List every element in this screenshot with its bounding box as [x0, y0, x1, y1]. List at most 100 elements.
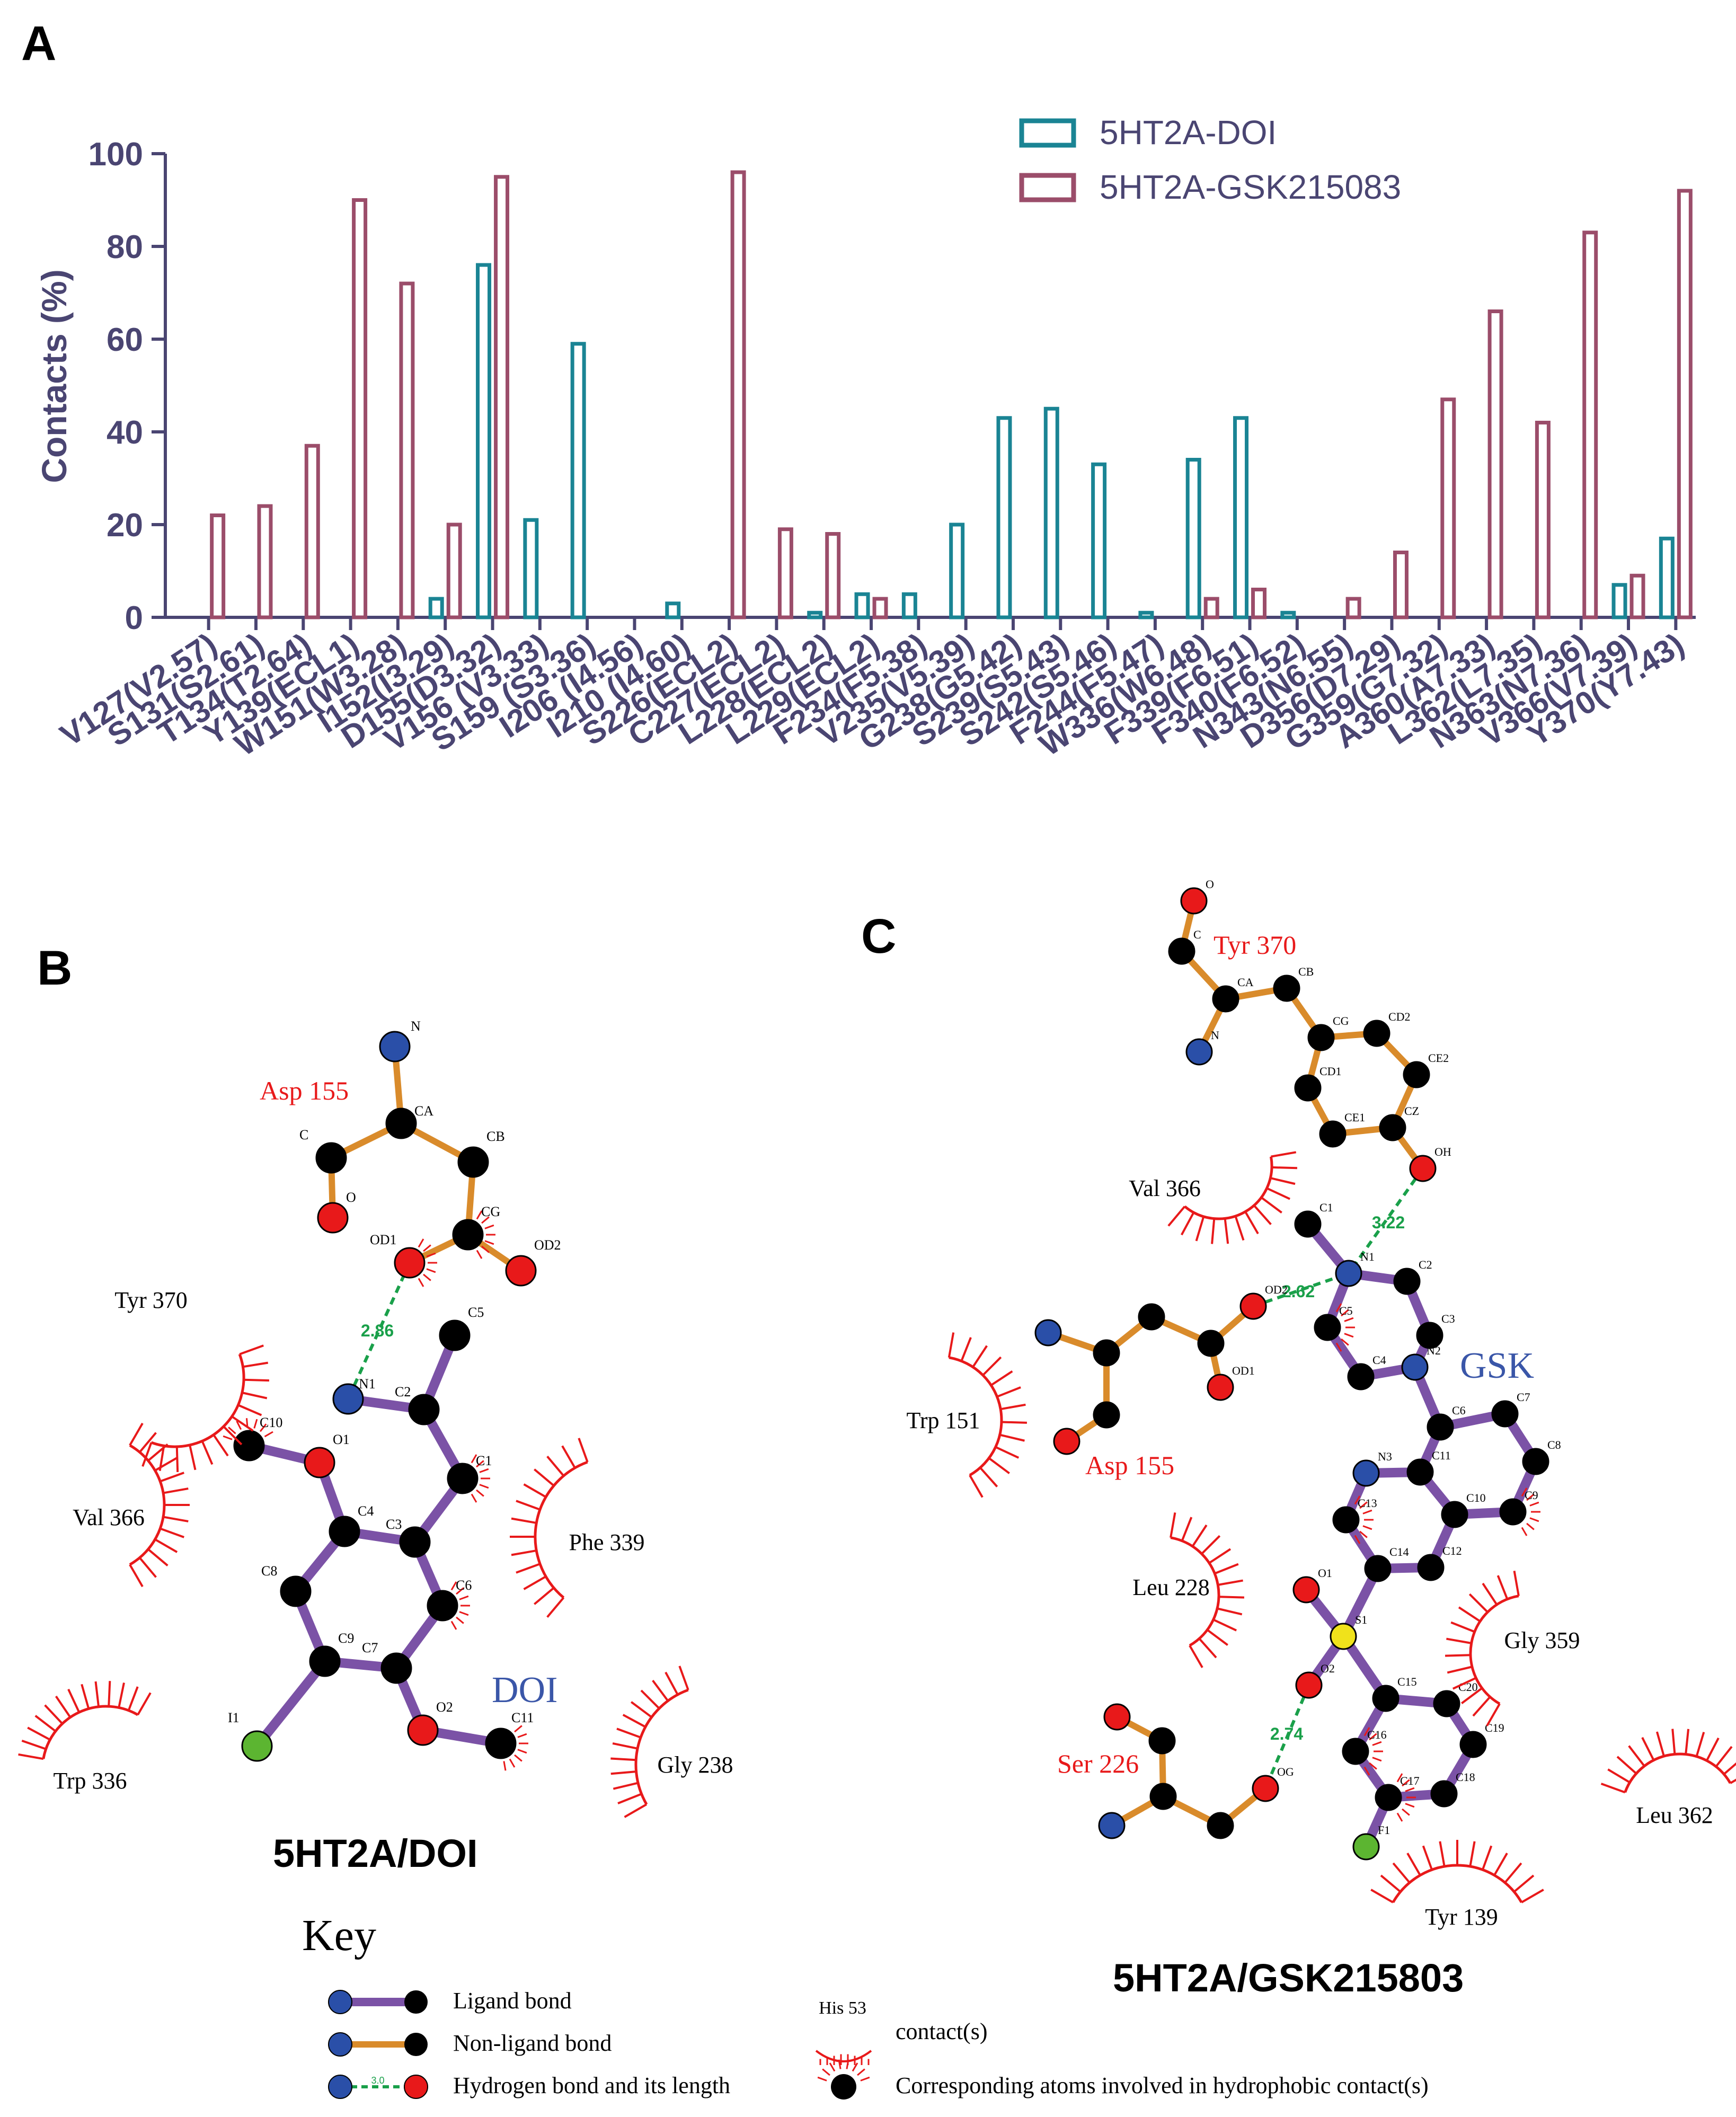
- atom-i1: [241, 1730, 273, 1762]
- hydrophobic-spike: [456, 1587, 464, 1595]
- hydrophobic-spike: [846, 2059, 849, 2069]
- atom-c: [315, 1142, 347, 1174]
- key-hbond-atom1: [328, 2075, 352, 2099]
- atom-label-c13: C13: [1358, 1496, 1377, 1510]
- atom-c8: [280, 1575, 312, 1607]
- atom-tyr-cg: [1307, 1024, 1335, 1051]
- atom-label-c7: C7: [1517, 1390, 1530, 1404]
- bar-5ht2a-doi-v235-v5-39: [949, 522, 965, 619]
- hydrophobic-spike: [456, 1616, 464, 1624]
- doi-atom-labels: N CA C CB O CG OD1 OD2 C5 N1 C2 C10 O1 C1 C4 C3 C8 C6 C9 C7…: [228, 1018, 561, 1725]
- atom-tyr-ce1: [1319, 1120, 1347, 1148]
- key-hbond-atom2: [404, 2075, 428, 2099]
- atom-asp-cg: [1197, 1330, 1225, 1357]
- atom-tyr-o: [1180, 887, 1208, 915]
- atom-label-cd2: CD2: [1388, 1010, 1411, 1023]
- atom-label-c5: C5: [468, 1305, 484, 1320]
- atom-label-n3: N3: [1378, 1450, 1392, 1463]
- atom-label-c9: C9: [338, 1631, 354, 1646]
- doi-atoms: [233, 1031, 537, 1762]
- atom-ser-n: [1098, 1812, 1126, 1839]
- panel-label-b: B: [37, 941, 73, 995]
- hydrophobic-spike: [1344, 1317, 1354, 1322]
- key-hydrophobic-atom: [831, 2074, 856, 2100]
- hydrophobic-spike: [1405, 1803, 1415, 1808]
- hydrophobic-spike: [1402, 1779, 1410, 1787]
- atom-label-ca: CA: [1237, 976, 1254, 989]
- atom-label-od1: OD1: [1232, 1364, 1255, 1377]
- bar-5ht2a-doi-s159-s3-36: [570, 342, 586, 619]
- y-axis-label: Contacts (%): [34, 269, 74, 483]
- hbond-o2-ser-og: [1264, 1684, 1310, 1790]
- atom-c6: [1427, 1413, 1454, 1441]
- contact-arc-val-366: [1167, 1151, 1297, 1244]
- hydrophobic-spike: [228, 1427, 236, 1434]
- bar-5ht2a-gsk215083-y370-y7-43: [1677, 189, 1693, 619]
- hydrophobic-spike: [1396, 1812, 1403, 1822]
- y-tick-label: 80: [107, 229, 143, 265]
- atom-label-c2: C2: [1419, 1258, 1432, 1271]
- bar-5ht2a-doi-w336-w6-48: [1185, 458, 1201, 619]
- atom-label-c9: C9: [1525, 1489, 1538, 1502]
- hydrophobic-spike: [1341, 1338, 1349, 1346]
- residue-label-asp-155: Asp 155: [1085, 1450, 1174, 1480]
- atom-tyr-cd1: [1294, 1074, 1322, 1102]
- bar-5ht2a-gsk215083-v366-v7-39: [1629, 573, 1645, 619]
- legend: 5HT2A-DOI 5HT2A-GSK215083: [1019, 113, 1401, 206]
- bar-5ht2a-doi-i210-i4-60: [665, 601, 681, 619]
- atom-c9: [1499, 1498, 1527, 1526]
- bar-5ht2a-gsk215083-l229-ecl2: [872, 597, 888, 619]
- key-ligand-bond-atom1: [328, 1990, 352, 2014]
- atom-c2: [1393, 1268, 1421, 1295]
- contact-arc-trp-151: [947, 1332, 1027, 1498]
- y-tick-label: 100: [88, 136, 143, 173]
- atom-n3: [1352, 1459, 1380, 1487]
- atom-asp-c: [1093, 1401, 1120, 1429]
- hydrophobic-spike: [426, 1268, 436, 1273]
- hydrophobic-spike: [450, 1581, 457, 1591]
- atom-label-n: N: [1211, 1029, 1219, 1042]
- atom-label-n1: N1: [1360, 1250, 1375, 1263]
- contact-arc-trp-336: [18, 1681, 152, 1760]
- bar-5ht2a-doi-f234-f5-38: [901, 592, 917, 619]
- atom-label-o1: O1: [1318, 1566, 1332, 1580]
- atom-label-o1: O1: [333, 1432, 350, 1447]
- atom-ser-o: [1103, 1703, 1131, 1731]
- atom-tyr-cz: [1379, 1114, 1406, 1141]
- bar-5ht2a-gsk215083-c227-ecl2: [777, 527, 793, 619]
- bar-5ht2a-doi-f340-f6-52: [1280, 610, 1296, 619]
- atom-label-o: O: [346, 1190, 356, 1205]
- hydrophobic-spike: [1521, 1527, 1528, 1536]
- atom-label-c3: C3: [1441, 1312, 1455, 1325]
- atom-n1: [332, 1383, 364, 1415]
- chart-bars: [210, 170, 1693, 619]
- atom-cb: [457, 1146, 489, 1178]
- hydrophobic-spike: [1372, 1757, 1382, 1762]
- residue-label-ser-226: Ser 226: [1057, 1749, 1139, 1778]
- contact-label-leu-228: Leu 228: [1132, 1574, 1209, 1600]
- hydrophobic-spike: [1529, 1501, 1539, 1507]
- hydrophobic-spike: [838, 2059, 842, 2069]
- bar-5ht2a-gsk215083-a360-a7-33: [1487, 309, 1503, 619]
- key-non-ligand-atom1: [328, 2032, 352, 2057]
- hydrophobic-spike: [822, 2068, 830, 2076]
- atom-c17: [1375, 1784, 1402, 1811]
- hydrophobic-spike: [476, 1250, 483, 1259]
- hydrophobic-spike: [517, 1749, 527, 1754]
- atom-c4: [1347, 1363, 1375, 1390]
- atom-label-c1: C1: [476, 1453, 492, 1468]
- atom-label-c8: C8: [261, 1563, 277, 1579]
- bar-5ht2a-doi-f244-f5-47: [1138, 610, 1154, 619]
- atom-c2: [408, 1394, 440, 1425]
- key-ligand-bond-label: Ligand bond: [453, 1988, 572, 2014]
- atom-c6: [427, 1590, 458, 1622]
- atom-s1: [1330, 1623, 1357, 1650]
- contact-label-leu-362: Leu 362: [1636, 1802, 1713, 1828]
- legend-swatch-gsk: [1019, 173, 1076, 202]
- contact-arc-tyr-370: [141, 1344, 269, 1472]
- hydrophobic-spike: [450, 1620, 457, 1630]
- atom-label-c10: C10: [1466, 1491, 1486, 1504]
- hydrophobic-spike: [1354, 1535, 1361, 1544]
- panel-label-c: C: [861, 909, 897, 963]
